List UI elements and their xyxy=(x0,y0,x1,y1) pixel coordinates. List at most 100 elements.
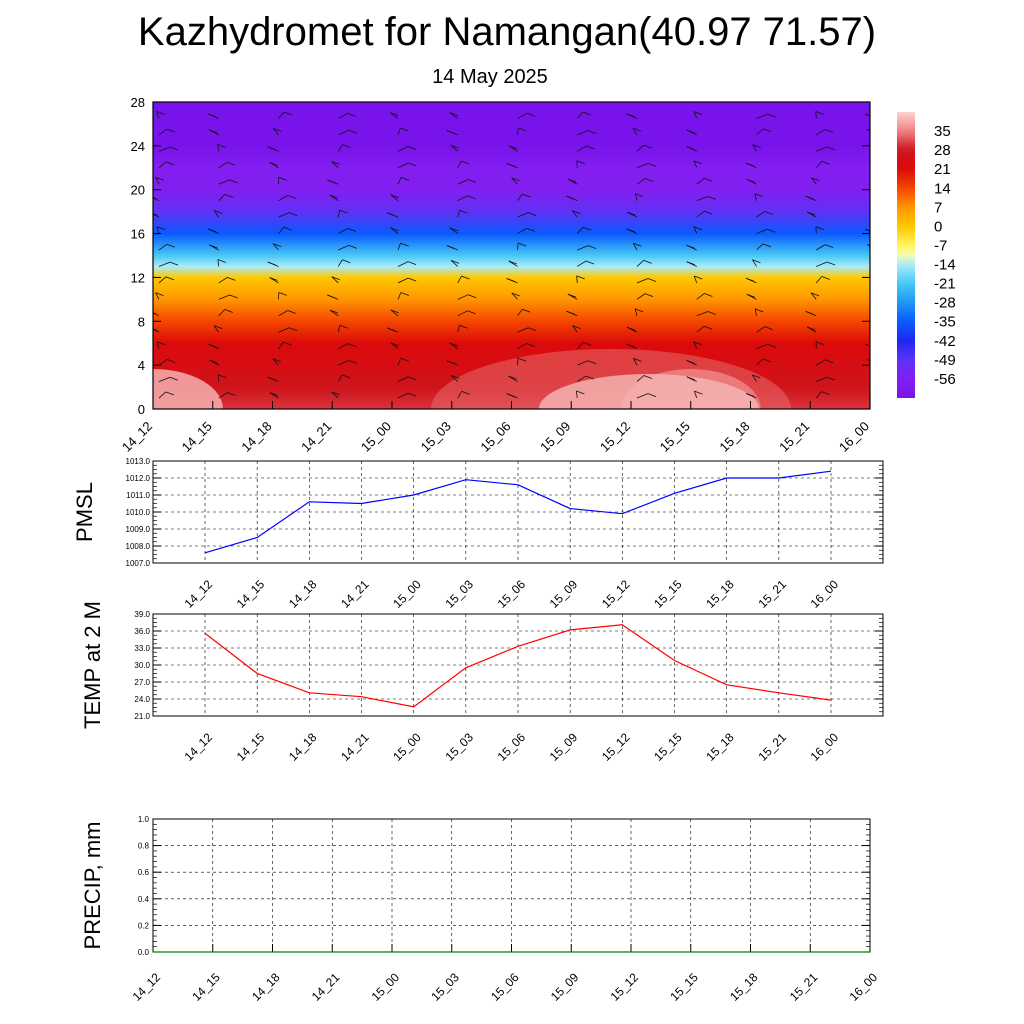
wind-barb-flag xyxy=(347,112,356,117)
y-axis-label: PMSL xyxy=(72,482,97,542)
wind-barb xyxy=(517,327,529,333)
wind-barb xyxy=(577,260,587,267)
wind-barb-flag xyxy=(217,374,227,378)
wind-barb-flag xyxy=(633,358,642,362)
wind-barb-flag xyxy=(390,227,399,232)
x-tick-label: 16_00 xyxy=(836,419,872,455)
wind-barb-flag xyxy=(867,244,870,246)
wind-barb xyxy=(636,393,649,399)
chart-subtitle: 14 May 2025 xyxy=(432,66,548,88)
x-tick-label: 16_00 xyxy=(808,577,842,611)
wind-barb-flag xyxy=(347,228,357,232)
wind-barb-flag xyxy=(762,358,771,363)
x-tick-label: 15_06 xyxy=(495,730,529,764)
wind-barb xyxy=(756,243,764,251)
wind-barb-flag xyxy=(348,245,357,249)
wind-barb-flag xyxy=(576,275,585,280)
x-tick-label: 15_09 xyxy=(537,419,573,455)
wind-barb-flag xyxy=(647,278,657,282)
wind-barb-flag xyxy=(287,194,296,199)
wind-barb-flag xyxy=(386,327,396,332)
chart-title: Kazhydromet for Namangan(40.97 71.57) xyxy=(137,10,877,54)
wind-barb-flag xyxy=(390,342,399,347)
precip-panel: 0.0 0.2 0.4 0.6 0.8 1.0 14_12 14_15 14_18 14_21 15… xyxy=(80,815,880,1004)
wind-barb-flag xyxy=(227,392,236,396)
wind-barb xyxy=(272,243,279,251)
wind-barb-flag xyxy=(587,130,597,134)
x-tick-label: 14_18 xyxy=(286,730,320,764)
wind-barb xyxy=(636,293,646,300)
wind-barb-flag xyxy=(267,261,276,266)
wind-barb xyxy=(636,375,645,382)
y-tick-label: 36.0 xyxy=(134,627,150,636)
wind-barb xyxy=(397,292,402,300)
wind-barb xyxy=(636,163,649,169)
wind-barb-flag xyxy=(467,195,476,200)
wind-barb xyxy=(876,375,877,382)
wind-barb xyxy=(693,111,698,119)
wind-barb-flag xyxy=(518,127,527,132)
x-tick-label: 15_03 xyxy=(418,419,454,455)
wind-barb-flag xyxy=(217,259,226,263)
wind-barb xyxy=(876,393,886,398)
wind-barb-flag xyxy=(165,391,174,396)
x-tick-label: 15_03 xyxy=(442,577,476,611)
wind-barb-flag xyxy=(522,193,531,198)
x-tick-label: 15_15 xyxy=(651,730,685,764)
wind-barb-flag xyxy=(169,261,179,266)
y-tick-label: 1008.0 xyxy=(126,542,151,551)
y-tick-label: 12 xyxy=(131,270,145,285)
wind-barb-flag xyxy=(633,242,642,247)
wind-barb-flag xyxy=(686,261,695,265)
y-tick-label: 28 xyxy=(131,95,145,110)
wind-barb-flag xyxy=(459,209,468,214)
wind-barb xyxy=(390,342,399,350)
wind-barb-flag xyxy=(754,193,764,198)
wind-barb xyxy=(457,210,461,218)
wind-barb-flag xyxy=(693,111,703,115)
wind-barb xyxy=(517,112,528,119)
wind-barb-flag xyxy=(153,312,157,315)
wind-barb xyxy=(876,144,877,151)
colorbar-label: 28 xyxy=(934,142,951,159)
wind-barb xyxy=(576,342,584,349)
wind-barb-flag xyxy=(627,211,636,216)
wind-barb-flag xyxy=(826,376,836,381)
wind-barb-flag xyxy=(269,277,278,281)
colorbar-label: -35 xyxy=(934,314,956,331)
wind-barb xyxy=(397,162,409,169)
wind-barb xyxy=(696,177,705,185)
wind-barb-flag xyxy=(566,195,575,200)
wind-barb-flag xyxy=(767,343,776,348)
wind-barb-flag xyxy=(347,343,357,348)
wind-barb xyxy=(155,292,160,300)
wind-barb-flag xyxy=(461,160,470,165)
wind-barb xyxy=(517,309,523,317)
wind-barb xyxy=(632,127,638,136)
heatmap-panel: 0 4 8 12 16 20 24 28 14_12 14_15 14_18 14_21 15_00 15… xyxy=(119,95,888,455)
wind-barb xyxy=(217,144,220,152)
y-tick-label: 0.2 xyxy=(138,921,150,930)
wind-barb xyxy=(278,327,290,333)
wind-barb-flag xyxy=(156,226,165,231)
wind-barb-flag xyxy=(506,162,515,167)
wind-barb xyxy=(337,374,343,382)
wind-barb xyxy=(338,129,349,136)
wind-barb xyxy=(397,376,409,382)
wind-barb xyxy=(511,177,518,185)
x-tick-label: 15_09 xyxy=(548,970,582,1004)
wind-barb-flag xyxy=(451,375,460,379)
wind-barb-flag xyxy=(461,390,470,395)
wind-barb xyxy=(449,112,458,119)
wind-barb-flag xyxy=(811,177,820,182)
wind-barb-flag xyxy=(880,309,888,312)
wind-barb xyxy=(816,244,826,251)
wind-barb-flag xyxy=(166,243,176,248)
wind-barb-flag xyxy=(746,293,755,298)
wind-barb-flag xyxy=(865,113,870,117)
x-tick-label: 15_18 xyxy=(727,970,761,1004)
wind-barb xyxy=(752,259,757,267)
x-tick-label: 15_00 xyxy=(369,970,403,1004)
x-tick-label: 15_21 xyxy=(787,970,821,1004)
wind-barb-flag xyxy=(165,161,175,166)
